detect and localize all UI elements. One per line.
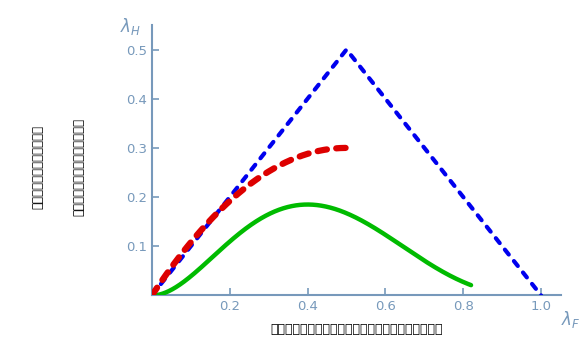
X-axis label: 移民の中で受け入れ国の文化を受け入れる人の割合: 移民の中で受け入れ国の文化を受け入れる人の割合 — [270, 323, 443, 336]
Text: 文化を受け入れる人の割合: 文化を受け入れる人の割合 — [32, 125, 44, 209]
Text: 受け入れ国の人々の中で移民の: 受け入れ国の人々の中で移民の — [72, 118, 85, 216]
Text: $\lambda_H$: $\lambda_H$ — [120, 16, 141, 37]
Text: $\lambda_F$: $\lambda_F$ — [561, 309, 580, 330]
